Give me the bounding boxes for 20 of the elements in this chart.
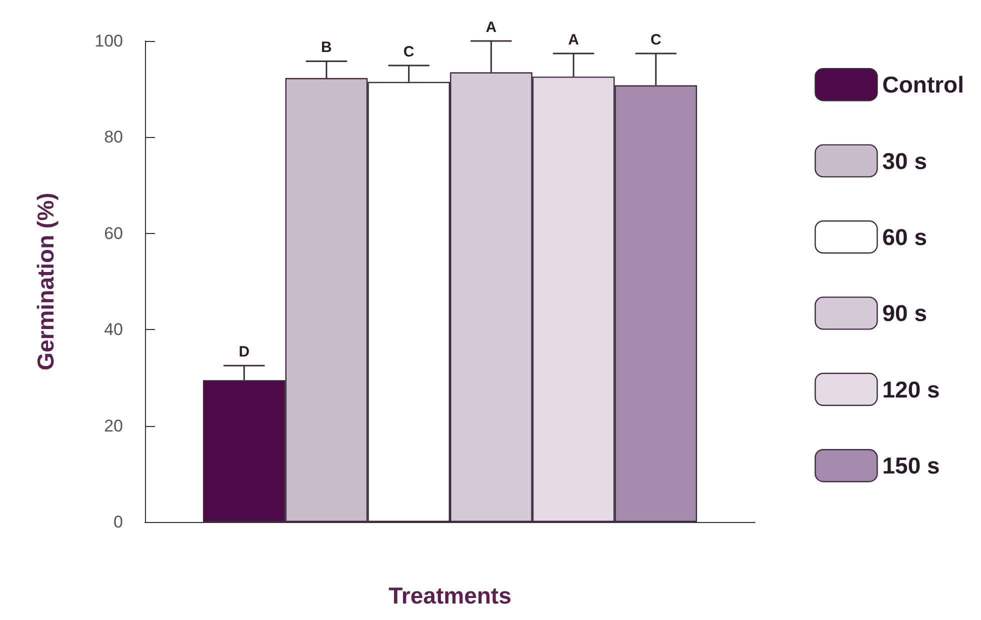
annotation: A [568, 32, 580, 49]
legend-label: Control [882, 72, 964, 98]
x-axis-title: Treatments [388, 582, 512, 608]
y-tick-label: 20 [104, 416, 123, 436]
annotation: B [321, 39, 332, 56]
y-tick-label: 80 [104, 128, 123, 147]
y-axis-title: Germination (%) [32, 192, 58, 370]
annotation: C [650, 32, 662, 49]
annotation: C [403, 44, 414, 61]
text: A [486, 19, 497, 36]
legend-label: 150 s [882, 452, 940, 479]
legend-label: 30 s [882, 148, 928, 174]
y-tick-label: 100 [94, 32, 123, 50]
legend-label: 90 s [882, 300, 928, 326]
legend-label: 120 s [882, 376, 940, 402]
legend-label: 60 s [882, 224, 928, 250]
y-tick-label: 60 [104, 224, 123, 243]
y-tick-label: 40 [104, 320, 123, 340]
y-tick-label: 0 [114, 512, 123, 532]
annotation: D [238, 344, 250, 361]
